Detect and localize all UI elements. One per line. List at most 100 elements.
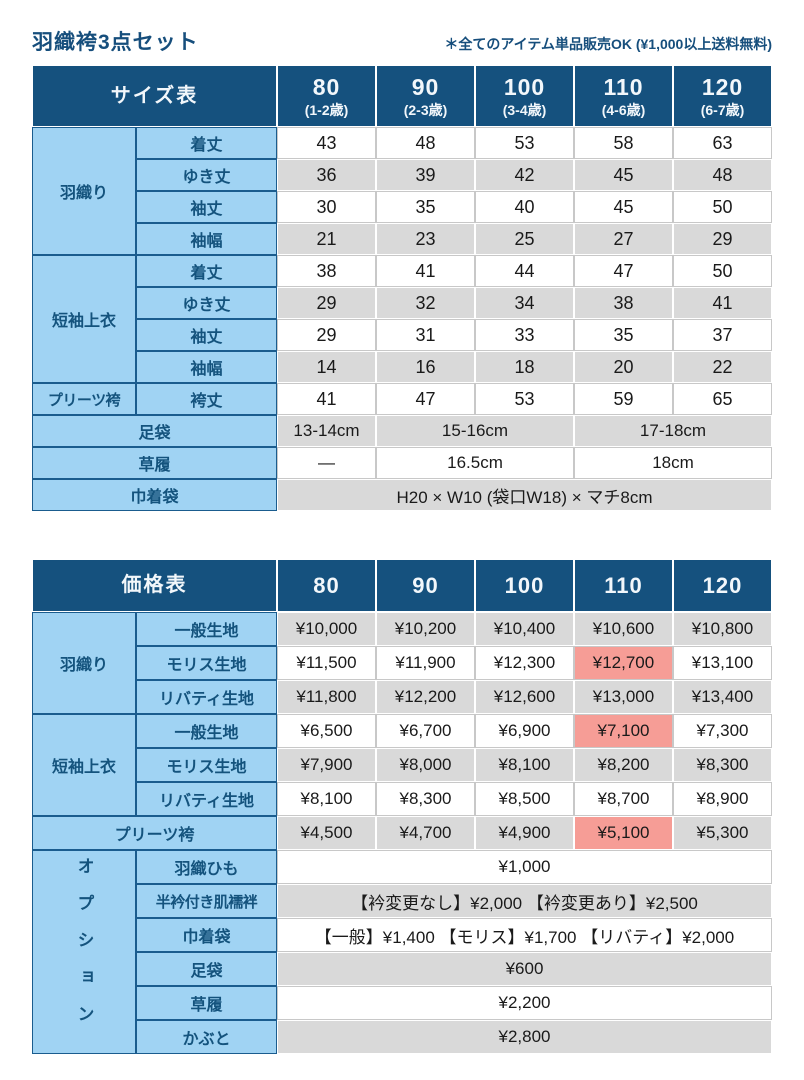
row-label: 袖丈	[136, 319, 277, 351]
row-label: モリス生地	[136, 646, 277, 680]
price-value-cell: ¥11,800	[277, 680, 376, 714]
table-row: 巾着袋 【一般】¥1,400 【モリス】¥1,700 【リバティ】¥2,000	[32, 918, 772, 952]
row-label: 巾着袋	[136, 918, 277, 952]
size-value-cell: 50	[673, 255, 772, 287]
group-label-haori: 羽織り	[32, 127, 136, 255]
row-label: モリス生地	[136, 748, 277, 782]
size-value-cell: 17-18cm	[574, 415, 772, 447]
size-value-cell: 41	[376, 255, 475, 287]
price-value-cell: ¥6,500	[277, 714, 376, 748]
row-label: リバティ生地	[136, 680, 277, 714]
size-value-cell: 34	[475, 287, 574, 319]
size-value-cell: 43	[277, 127, 376, 159]
table-row: モリス生地 ¥7,900 ¥8,000 ¥8,100 ¥8,200 ¥8,300	[32, 748, 772, 782]
size-value-cell: 41	[277, 383, 376, 415]
table-row: ゆき丈 29 32 34 38 41	[32, 287, 772, 319]
size-col-header-120: 120 (6-7歳)	[673, 65, 772, 127]
size-value-cell: 20	[574, 351, 673, 383]
size-value-cell: 50	[673, 191, 772, 223]
price-value-cell: ¥7,300	[673, 714, 772, 748]
price-col-header-80: 80	[277, 559, 376, 612]
price-value-cell: ¥8,100	[475, 748, 574, 782]
page-title: 羽織袴3点セット	[32, 31, 199, 54]
price-value-cell: ¥6,700	[376, 714, 475, 748]
table-row: 短袖上衣 着丈 38 41 44 47 50	[32, 255, 772, 383]
row-label: ゆき丈	[136, 159, 277, 191]
size-value-cell: 63	[673, 127, 772, 159]
price-value-cell: ¥10,000	[277, 612, 376, 646]
table-row: 袖幅 21 23 25 27 29	[32, 223, 772, 255]
table-row: かぶと ¥2,800	[32, 1020, 772, 1054]
price-value-cell: ¥4,900	[475, 816, 574, 850]
price-value-cell: ¥6,900	[475, 714, 574, 748]
size-value-cell: 30	[277, 191, 376, 223]
row-label: 一般生地	[136, 714, 277, 748]
size-value-cell: 38	[277, 255, 376, 287]
row-label: 着丈	[136, 255, 277, 287]
size-value-cell: 27	[574, 223, 673, 255]
row-label-tabi: 足袋	[32, 415, 277, 447]
size-value-cell: —	[277, 447, 376, 479]
price-value-cell: ¥10,400	[475, 612, 574, 646]
price-value-cell: ¥5,300	[673, 816, 772, 850]
table-row: プリーツ袴 ¥4,500 ¥4,700 ¥4,900 ¥5,100 ¥5,300	[32, 816, 772, 850]
price-value-cell: ¥8,500	[475, 782, 574, 816]
size-col-header-90: 90 (2-3歳)	[376, 65, 475, 127]
price-table-header-row: 価格表 80 90 100 110 120	[32, 559, 772, 612]
row-label: 羽織ひも	[136, 850, 277, 884]
single-item-sale-note: ＊全てのアイテム単品販売OK (¥1,000以上送料無料)	[444, 36, 772, 52]
option-price-cell: ¥2,200	[277, 986, 772, 1020]
size-value-cell: 38	[574, 287, 673, 319]
option-price-cell: 【一般】¥1,400 【モリス】¥1,700 【リバティ】¥2,000	[277, 918, 772, 952]
row-label: 袖幅	[136, 223, 277, 255]
size-value-cell: 23	[376, 223, 475, 255]
size-value-cell: 15-16cm	[376, 415, 574, 447]
price-value-cell: ¥11,900	[376, 646, 475, 680]
size-col-header-110: 110 (4-6歳)	[574, 65, 673, 127]
size-table-header-row: サイズ表 80 (1-2歳) 90 (2-3歳) 100 (3-4歳) 110 (4-6…	[32, 65, 772, 127]
group-label-haori: 羽織り	[32, 612, 136, 714]
table-row: 草履 — 16.5cm 18cm	[32, 447, 772, 479]
size-value-cell: 45	[574, 159, 673, 191]
size-value-cell: H20 × W10 (袋口W18) × マチ8cm	[277, 479, 772, 511]
row-label: かぶと	[136, 1020, 277, 1054]
table-row: 短袖上衣 一般生地 ¥6,500 ¥6,700 ¥6,900 ¥7,100 ¥7…	[32, 714, 772, 816]
row-label: 草履	[136, 986, 277, 1020]
price-value-cell: ¥8,200	[574, 748, 673, 782]
size-value-cell: 48	[673, 159, 772, 191]
size-value-cell: 48	[376, 127, 475, 159]
row-label: ゆき丈	[136, 287, 277, 319]
price-col-header-120: 120	[673, 559, 772, 612]
table-row: 袖丈 30 35 40 45 50	[32, 191, 772, 223]
size-value-cell: 18	[475, 351, 574, 383]
size-value-cell: 44	[475, 255, 574, 287]
row-label: 着丈	[136, 127, 277, 159]
price-value-cell: ¥5,100	[574, 816, 673, 850]
row-label: 袖丈	[136, 191, 277, 223]
size-value-cell: 41	[673, 287, 772, 319]
table-row: 袖丈 29 31 33 35 37	[32, 319, 772, 351]
size-value-cell: 29	[277, 287, 376, 319]
row-label-kinchaku: 巾着袋	[32, 479, 277, 511]
price-value-cell: ¥10,200	[376, 612, 475, 646]
price-value-cell: ¥13,400	[673, 680, 772, 714]
options-vertical-label: オプション	[74, 857, 94, 1042]
price-table: 価格表 80 90 100 110 120 羽織り 一般生地 ¥10,000 ¥…	[32, 559, 772, 1054]
price-value-cell: ¥7,900	[277, 748, 376, 782]
price-value-cell: ¥12,700	[574, 646, 673, 680]
table-row: 羽織り 一般生地 ¥10,000 ¥10,200 ¥10,400 ¥10,600…	[32, 612, 772, 714]
table-row: 袖幅 14 16 18 20 22	[32, 351, 772, 383]
table-row: 半衿付き肌襦袢 【衿変更なし】¥2,000 【衿変更あり】¥2,500	[32, 884, 772, 918]
price-value-cell: ¥7,100	[574, 714, 673, 748]
size-value-cell: 36	[277, 159, 376, 191]
table-row: モリス生地 ¥11,500 ¥11,900 ¥12,300 ¥12,700 ¥1…	[32, 646, 772, 680]
row-label-pleats-hakama: プリーツ袴	[32, 816, 277, 850]
price-value-cell: ¥12,600	[475, 680, 574, 714]
row-label: 袴丈	[136, 383, 277, 415]
price-value-cell: ¥8,300	[673, 748, 772, 782]
size-value-cell: 32	[376, 287, 475, 319]
size-col-header-80: 80 (1-2歳)	[277, 65, 376, 127]
size-value-cell: 35	[574, 319, 673, 351]
price-value-cell: ¥8,000	[376, 748, 475, 782]
size-value-cell: 40	[475, 191, 574, 223]
